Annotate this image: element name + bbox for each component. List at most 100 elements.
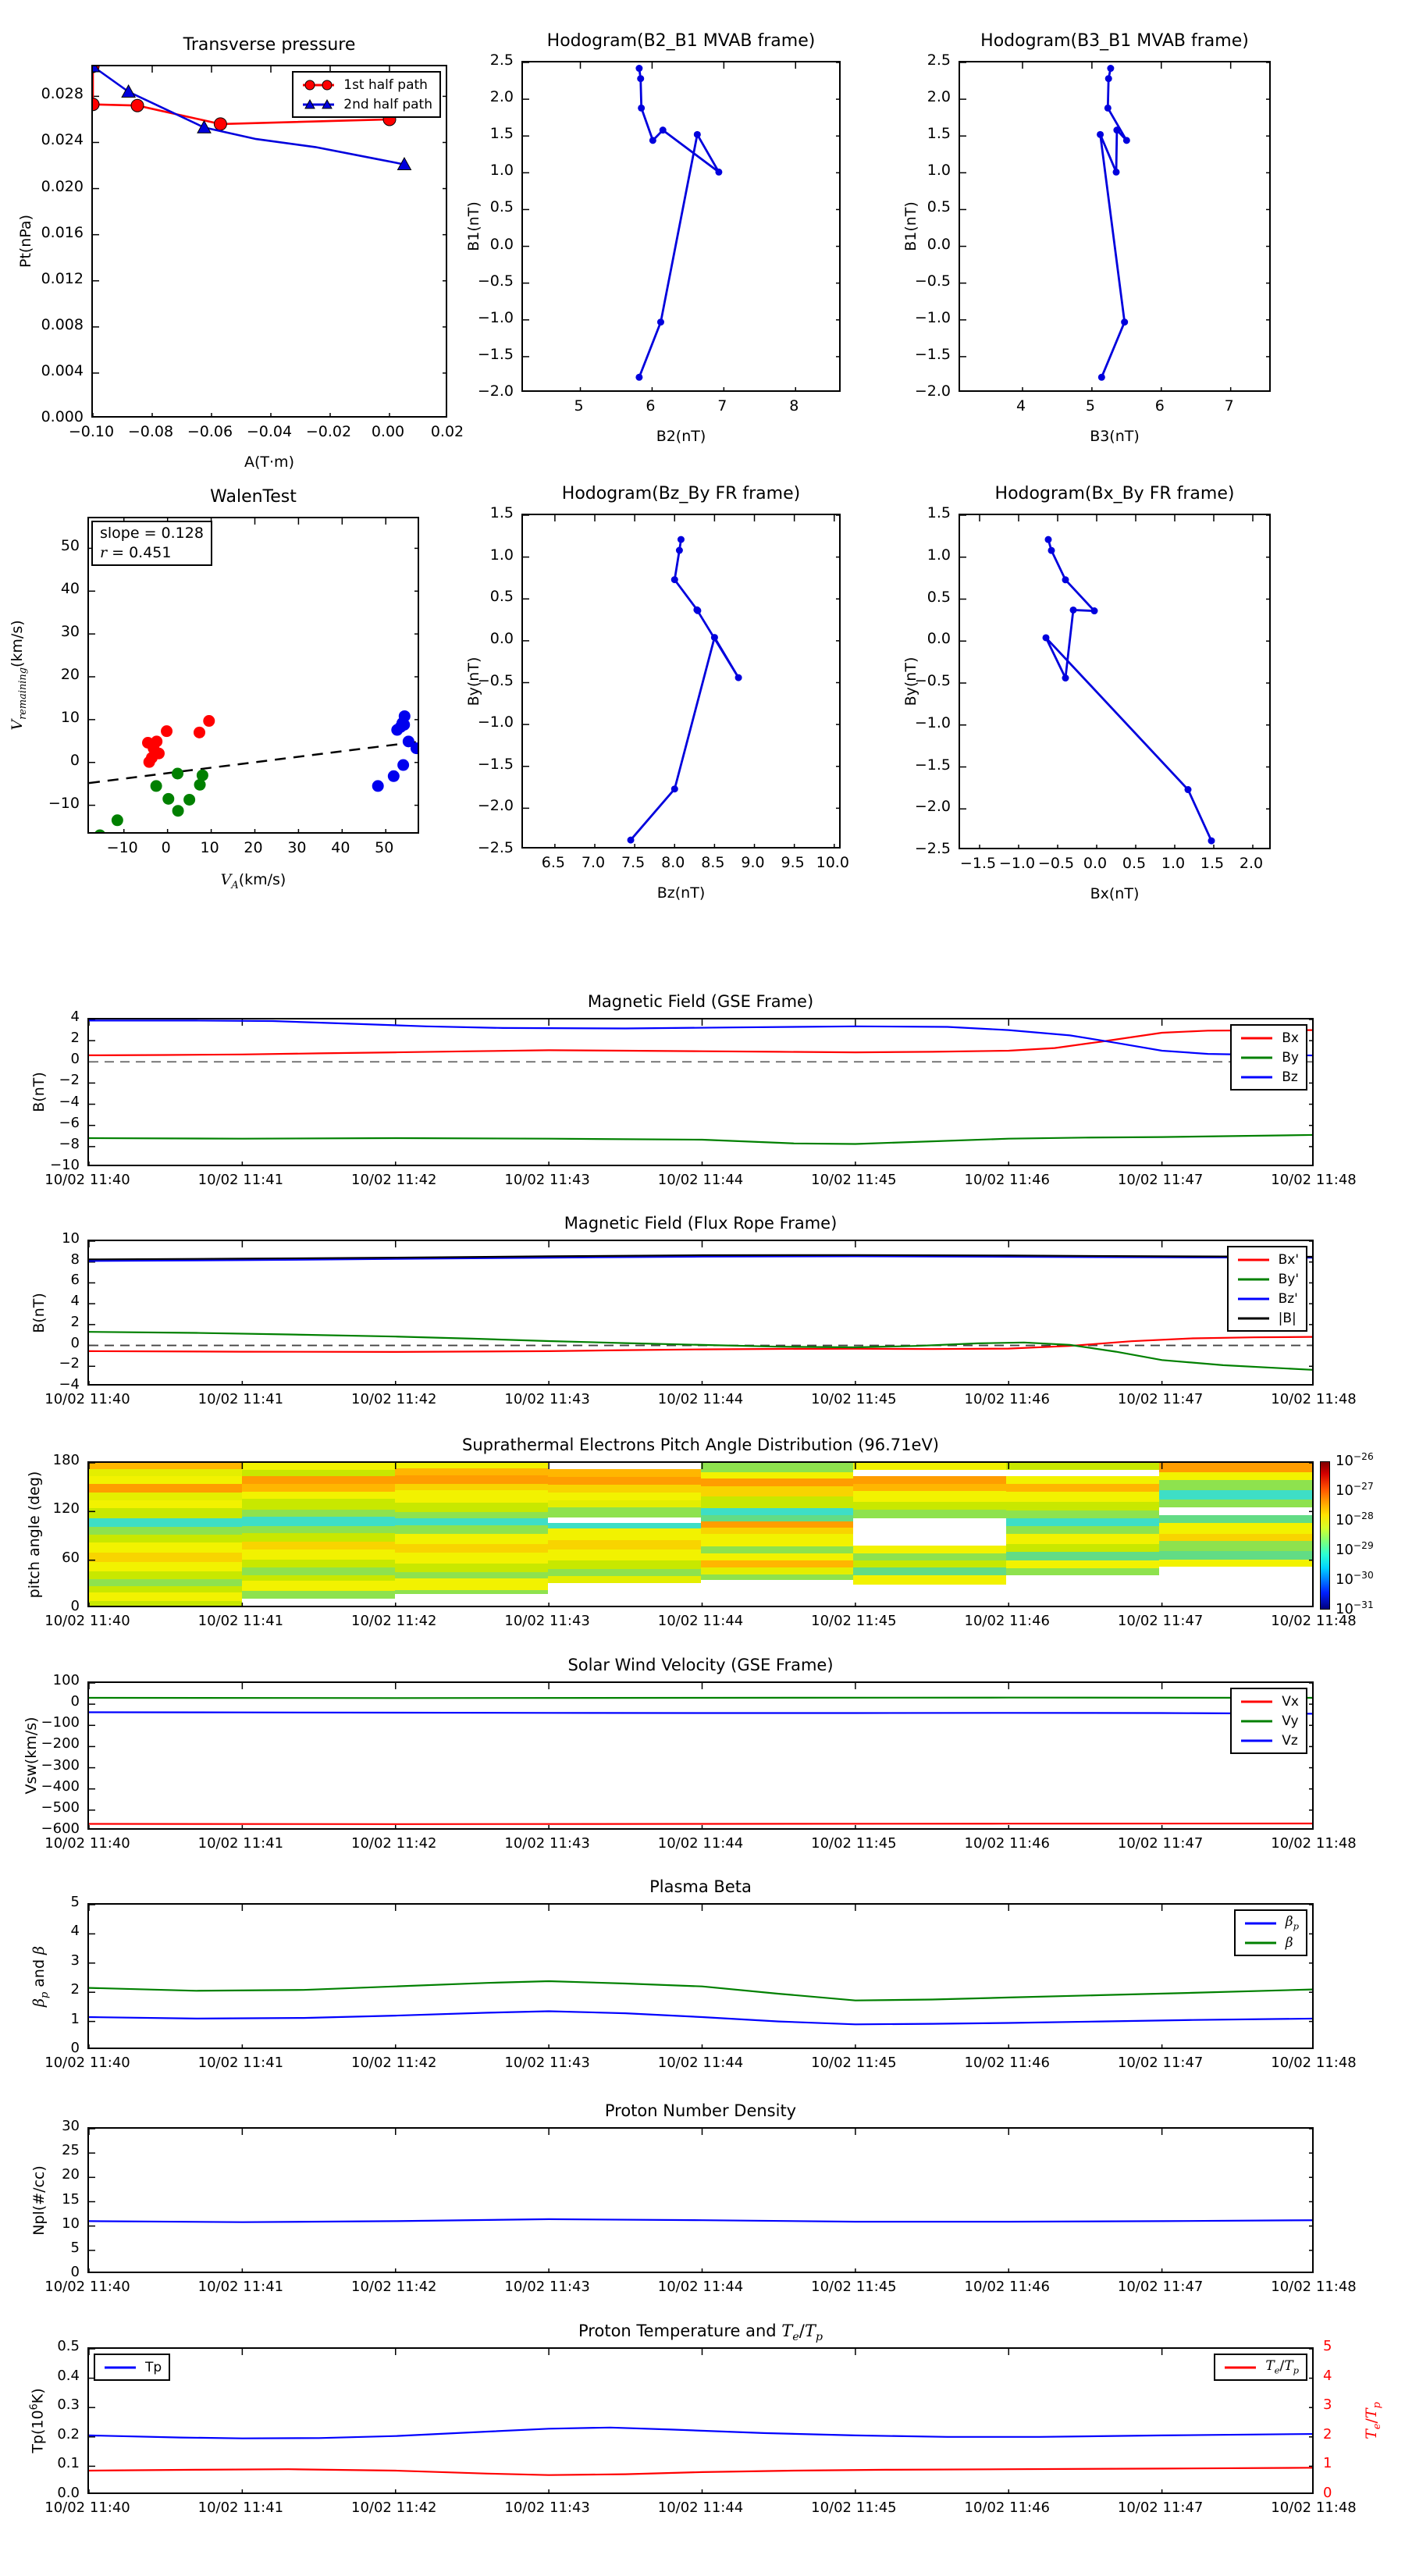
series-marker [627,836,635,844]
spectrogram-band [241,1470,395,1477]
series-Bz_By [629,539,740,841]
x-tick-label: 0.00 [371,423,405,440]
y-tick-label: −400 [41,1777,80,1795]
spectrogram-band [1006,1510,1160,1519]
spectrogram-band [89,1483,242,1493]
colorbar-tick-label: 10−30 [1336,1570,1374,1588]
series-marker [649,137,656,144]
x-tick-label: 7.0 [581,854,606,871]
legend-entry: By [1239,1048,1299,1067]
series-marker [1069,606,1077,614]
x-tick-label: 10/02 11:46 [964,1391,1050,1407]
spectrogram-band [241,1590,395,1599]
series-Npl [89,2218,1312,2223]
spectrogram-band [1006,1470,1160,1477]
y-tick-label: −2.0 [477,382,514,400]
legend-pg: Tp [94,2354,171,2381]
x-tick-label: 1.5 [1200,855,1225,872]
spectrogram-column [394,1463,548,1606]
x-tick-label: 10/02 11:43 [504,1835,590,1852]
x-tick-label: 10/02 11:46 [964,2055,1050,2071]
x-tick-label: 10/02 11:41 [197,1172,284,1188]
series-marker [715,168,723,176]
spectrogram-band [89,1586,242,1592]
spectrogram-band [700,1528,854,1534]
x-axis-label: B3(nT) [1090,428,1140,445]
spectrogram-band [700,1514,854,1522]
y-tick-label: 0.0 [489,235,514,253]
x-tick-label: 10/02 11:47 [1117,2500,1204,2516]
series-marker [397,759,410,771]
spectrogram-band [1006,1518,1160,1526]
x-tick-label: 10/02 11:43 [504,1613,590,1629]
y-tick-label: 20 [60,666,80,683]
plot-area [89,1463,1312,1606]
plot-area [960,62,1269,390]
y-tick-label: −2 [59,1072,80,1089]
y-tick-label: 0 [70,1693,80,1710]
spectrogram-band [89,1534,242,1542]
legend-entry: Vy [1239,1711,1299,1731]
y-tick-label: 0.1 [57,2455,80,2472]
legend-entry: β [1243,1933,1299,1952]
plot-title: Magnetic Field (GSE Frame) [587,992,814,1011]
spectrogram-band [241,1567,395,1575]
spectrogram-band [241,1491,395,1499]
series-beta [89,1980,1312,2001]
y-tick-label: 0 [70,1334,80,1351]
x-tick-label: 10/02 11:42 [351,1613,437,1629]
plot-area [89,518,418,832]
spectrogram-band [241,1476,395,1485]
legend-entry: βp [1243,1913,1299,1933]
y-tick-label: 30 [60,623,80,641]
y-tick-label: −300 [41,1756,80,1774]
series-marker [196,769,208,781]
x-tick-label: 10/02 11:46 [964,2500,1050,2516]
spectrogram-band [1006,1483,1160,1492]
panel-pe: βp β [87,1903,1314,2049]
plot-title: Magnetic Field (Flux Rope Frame) [564,1214,838,1233]
x-tick-label: 10.0 [816,854,849,871]
x-tick-label: 10/02 11:40 [44,2500,130,2516]
x-tick-label: 10/02 11:47 [1117,1613,1204,1629]
spectrogram-band [547,1560,701,1570]
spectrogram-band [394,1512,548,1519]
spectrogram-band [700,1463,854,1472]
legend-sample [1225,2366,1257,2368]
y-tick-label: 5 [70,2239,80,2256]
x-tick-label: 10/02 11:48 [1271,2500,1357,2516]
spectrogram-band [1159,1566,1312,1577]
spectrogram-band [1006,1491,1160,1503]
x-tick-label: −1.5 [959,855,997,872]
spectrogram-band [1159,1489,1312,1500]
x-tick-label: 10/02 11:41 [197,1613,284,1629]
legend-entry: |B| [1236,1308,1299,1328]
y-tick-label: 0.000 [41,408,84,425]
x-tick-label: 10/02 11:41 [197,1835,284,1852]
colorbar-tick-label: 10−26 [1336,1451,1374,1469]
legend-entry: Tp [102,2357,162,2377]
plot-title: Hodogram(Bz_By FR frame) [561,484,801,503]
x-axis-label: Bz(nT) [656,884,706,902]
spectrogram-band [1006,1533,1160,1545]
x-tick-label: 10 [200,839,219,856]
legend-label: By' [1278,1271,1299,1287]
y-tick-label: −8 [59,1135,80,1152]
series-marker [94,829,105,832]
plot-title: Suprathermal Electrons Pitch Angle Distr… [462,1436,939,1454]
series-|B| [89,1254,1312,1261]
legend-label: 2nd half path [343,96,432,112]
y-tick-label: 1.5 [489,125,514,143]
x-tick-label: 10/02 11:43 [504,1391,590,1407]
y-tick-label: 0 [70,2040,80,2056]
spectrogram-band [241,1525,395,1533]
legend-label: Te/Tp [1265,2358,1299,2376]
y-tick-label: −1.5 [914,756,951,774]
series-marker [398,710,411,722]
y-tick-label: 0.3 [57,2396,80,2414]
x-tick-label: 9.5 [781,854,805,871]
x-tick-label: 10/02 11:42 [351,1172,437,1188]
spectrogram-band [394,1463,548,1469]
colorbar-tick-label: 10−28 [1336,1510,1374,1528]
spectrogram-band [89,1463,242,1470]
